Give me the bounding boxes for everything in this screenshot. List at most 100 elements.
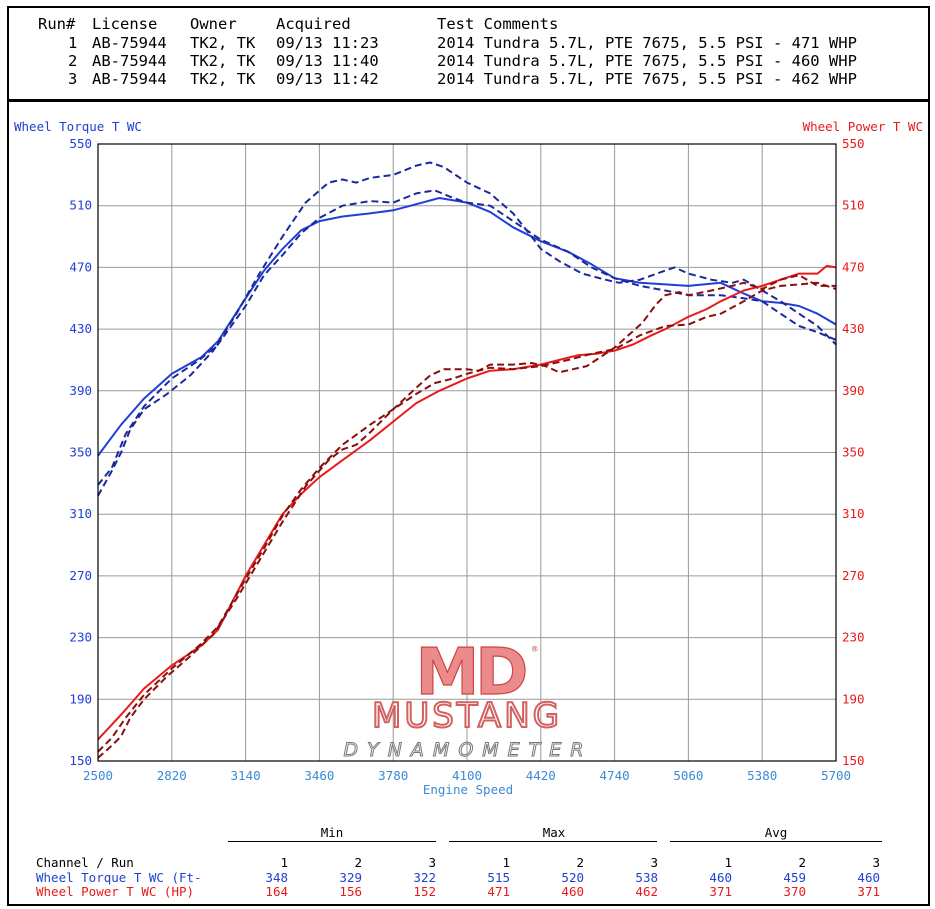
x-tick-label: 4100 — [452, 768, 482, 783]
y-left-tick-label: 510 — [69, 198, 92, 213]
summary-cell: 329 — [339, 870, 362, 885]
min-group-rule — [228, 841, 436, 842]
y-left-tick-label: 550 — [69, 136, 92, 151]
summary-run-header: 1 — [280, 855, 288, 870]
chart-series — [97, 161, 837, 759]
run-2-num: 2 — [68, 52, 78, 70]
summary-cell: 164 — [265, 884, 288, 899]
summary-cell: 520 — [561, 870, 584, 885]
run-2-acquired: 09/13 11:40 — [276, 52, 379, 70]
summary-cell: 348 — [265, 870, 288, 885]
summary-run-header: 2 — [354, 855, 362, 870]
group-max: Max — [542, 825, 566, 840]
run-1-acquired: 09/13 11:23 — [276, 34, 379, 52]
summary-run-header: 2 — [798, 855, 806, 870]
y-left-tick-label: 190 — [69, 691, 92, 706]
run-3-acquired: 09/13 11:42 — [276, 70, 379, 88]
y-left-tick-label: 150 — [69, 753, 92, 768]
y-left-tick-label: 430 — [69, 321, 92, 336]
x-axis-label: Engine Speed — [423, 782, 513, 797]
summary-run-header: 1 — [724, 855, 732, 870]
run-1-comment: 2014 Tundra 5.7L, PTE 7675, 5.5 PSI - 47… — [437, 34, 857, 52]
x-tick-label: 5380 — [747, 768, 777, 783]
summary-run-header: 3 — [428, 855, 436, 870]
summary-cell: 460 — [709, 870, 732, 885]
header-separator — [7, 99, 930, 102]
y-right-tick-label: 550 — [842, 136, 865, 151]
logo-registered-mark: ® — [532, 645, 538, 655]
logo-dynamometer: DYNAMOMETER — [343, 739, 592, 761]
x-tick-label: 5700 — [821, 768, 851, 783]
y-left-tick-label: 350 — [69, 445, 92, 460]
group-avg: Avg — [764, 825, 788, 840]
summary-run-header: 3 — [872, 855, 880, 870]
y-right-tick-label: 150 — [842, 753, 865, 768]
summary-row-label: Wheel Torque T WC (Ft- — [36, 870, 202, 885]
col-owner: Owner — [190, 15, 237, 33]
y-right-tick-label: 390 — [842, 383, 865, 398]
run-1-license: AB-75944 — [92, 34, 167, 52]
y-right-tick-label: 510 — [842, 198, 865, 213]
x-tick-label: 4420 — [526, 768, 556, 783]
col-acquired: Acquired — [276, 15, 351, 33]
y-right-tick-label: 430 — [842, 321, 865, 336]
y-left-tick-label: 390 — [69, 383, 92, 398]
col-run: Run# — [38, 15, 76, 33]
y-right-tick-label: 230 — [842, 630, 865, 645]
plot-border — [97, 143, 837, 762]
series-power-run-3 — [97, 274, 836, 759]
x-tick-label: 3780 — [378, 768, 408, 783]
summary-cell: 152 — [413, 884, 436, 899]
y-tick-labels: 150 150 190 190 230 230 270 270 310 310 350 350 390 3… — [69, 136, 864, 768]
report-frame — [7, 6, 930, 906]
series-torque-run-2 — [97, 189, 837, 486]
x-tick-label: 2820 — [157, 768, 187, 783]
summary-run-header: 1 — [502, 855, 510, 870]
summary-cell: 459 — [783, 870, 806, 885]
y-left-tick-label: 270 — [69, 568, 92, 583]
summary-cell: 370 — [783, 884, 806, 899]
run-2-owner: TK2, TK — [190, 52, 256, 70]
summary-row-header: Channel / Run — [36, 855, 134, 870]
summary-cell: 515 — [487, 870, 510, 885]
x-tick-label: 2500 — [83, 768, 113, 783]
run-1-num: 1 — [68, 34, 78, 52]
summary-run-header: 2 — [576, 855, 584, 870]
summary-cell: 460 — [561, 884, 584, 899]
run-3-num: 3 — [68, 70, 78, 88]
y-left-tick-label: 310 — [69, 506, 92, 521]
summary-cell: 538 — [635, 870, 658, 885]
y-right-tick-label: 470 — [842, 259, 865, 274]
left-axis-title: Wheel Torque T WC — [14, 119, 142, 134]
col-comments: Test Comments — [437, 15, 559, 33]
summary-cell: 460 — [857, 870, 880, 885]
summary-cell: 371 — [709, 884, 732, 899]
run-1-owner: TK2, TK — [190, 34, 256, 52]
summary-run-header: 3 — [650, 855, 658, 870]
series-power-run-2 — [97, 281, 837, 753]
group-min: Min — [320, 825, 344, 840]
x-tick-label: 4740 — [600, 768, 630, 783]
y-right-tick-label: 270 — [842, 568, 865, 583]
run-2-comment: 2014 Tundra 5.7L, PTE 7675, 5.5 PSI - 46… — [437, 52, 857, 70]
x-tick-label: 3140 — [231, 768, 261, 783]
mustang-dyno-logo: MD ® MUSTANG DYNAMOMETER — [343, 635, 592, 761]
series-torque-run-3 — [97, 161, 837, 497]
logo-md: MD — [416, 636, 526, 710]
summary-cell: 462 — [635, 884, 658, 899]
x-tick-label: 3460 — [304, 768, 334, 783]
run-3-license: AB-75944 — [92, 70, 167, 88]
summary-cell: 471 — [487, 884, 510, 899]
summary-cell: 371 — [857, 884, 880, 899]
y-right-tick-label: 350 — [842, 445, 865, 460]
right-axis-title: Wheel Power T WC — [802, 119, 923, 134]
run-3-owner: TK2, TK — [190, 70, 256, 88]
summary-cell: 156 — [339, 884, 362, 899]
y-right-tick-label: 190 — [842, 691, 865, 706]
logo-mustang: MUSTANG — [372, 696, 562, 736]
y-right-tick-label: 310 — [842, 506, 865, 521]
y-left-tick-label: 470 — [69, 259, 92, 274]
x-tick-label: 5060 — [673, 768, 703, 783]
avg-group-rule — [670, 841, 882, 842]
